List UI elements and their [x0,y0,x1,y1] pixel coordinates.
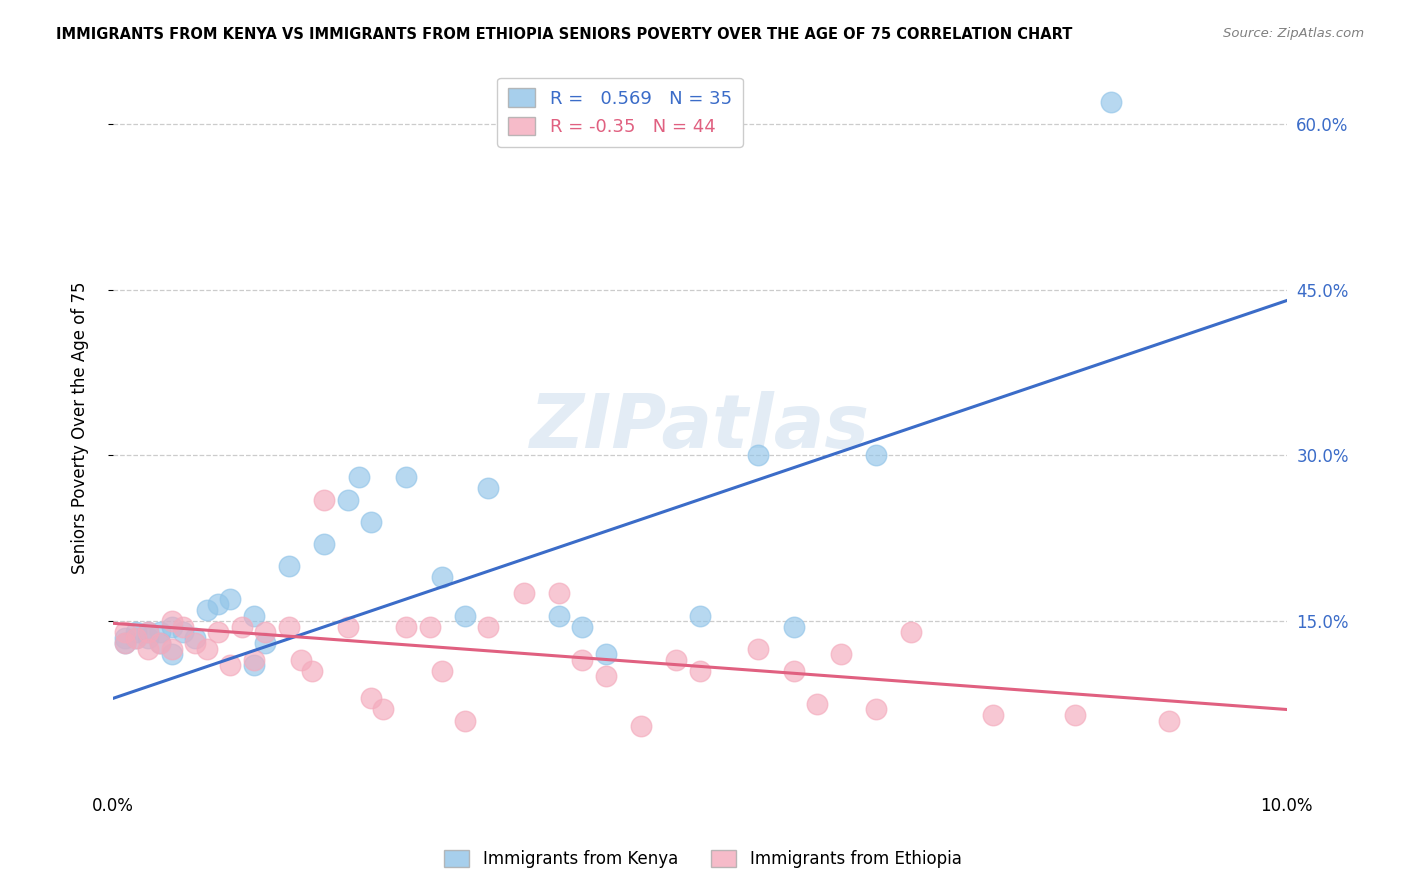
Point [1099,95,1122,109]
Point [477,619,499,633]
Legend: Immigrants from Kenya, Immigrants from Ethiopia: Immigrants from Kenya, Immigrants from E… [437,843,969,875]
Point [314,492,336,507]
Point [865,448,887,462]
Point [830,647,852,661]
Point [219,658,242,673]
Point [136,625,159,640]
Point [336,492,359,507]
Point [195,641,218,656]
Point [172,619,194,633]
Point [360,691,382,706]
Text: ZIPatlas: ZIPatlas [530,392,870,464]
Point [747,448,769,462]
Point [207,625,229,640]
Point [571,619,593,633]
Point [900,625,922,640]
Point [454,608,477,623]
Point [512,586,534,600]
Point [430,570,453,584]
Point [136,625,159,640]
Point [371,702,394,716]
Point [149,625,172,640]
Point [689,608,711,623]
Point [1159,714,1181,728]
Point [184,636,207,650]
Point [336,619,359,633]
Point [314,537,336,551]
Point [172,625,194,640]
Point [360,515,382,529]
Point [136,641,159,656]
Point [125,631,148,645]
Point [160,641,183,656]
Point [595,647,617,661]
Point [782,664,804,678]
Point [149,636,172,650]
Point [547,586,569,600]
Point [806,697,828,711]
Point [160,647,183,661]
Point [571,653,593,667]
Point [430,664,453,678]
Point [547,608,569,623]
Point [125,631,148,645]
Point [349,470,371,484]
Point [136,631,159,645]
Point [419,619,441,633]
Point [254,625,277,640]
Point [242,653,264,667]
Point [665,653,688,667]
Point [242,608,264,623]
Point [114,636,136,650]
Point [277,619,299,633]
Point [395,470,418,484]
Point [395,619,418,633]
Point [689,664,711,678]
Point [114,631,136,645]
Point [290,653,312,667]
Point [477,482,499,496]
Point [277,558,299,573]
Point [630,719,652,733]
Y-axis label: Seniors Poverty Over the Age of 75: Seniors Poverty Over the Age of 75 [72,282,89,574]
Point [1064,708,1087,723]
Point [114,625,136,640]
Point [184,631,207,645]
Point [981,708,1004,723]
Point [207,598,229,612]
Point [595,669,617,683]
Point [114,636,136,650]
Point [747,641,769,656]
Point [160,619,183,633]
Point [149,636,172,650]
Point [865,702,887,716]
Point [782,619,804,633]
Point [219,591,242,606]
Text: Source: ZipAtlas.com: Source: ZipAtlas.com [1223,27,1364,40]
Point [195,603,218,617]
Text: IMMIGRANTS FROM KENYA VS IMMIGRANTS FROM ETHIOPIA SENIORS POVERTY OVER THE AGE O: IMMIGRANTS FROM KENYA VS IMMIGRANTS FROM… [56,27,1073,42]
Point [301,664,323,678]
Point [454,714,477,728]
Legend: R =   0.569   N = 35, R = -0.35   N = 44: R = 0.569 N = 35, R = -0.35 N = 44 [498,78,742,147]
Point [254,636,277,650]
Point [160,614,183,628]
Point [231,619,253,633]
Point [242,658,264,673]
Point [125,625,148,640]
